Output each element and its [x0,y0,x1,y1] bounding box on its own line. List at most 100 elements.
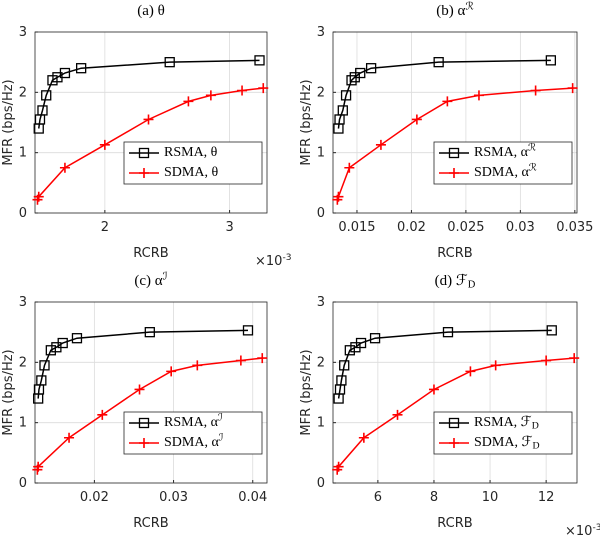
x-multiplier: ×10-3​ [255,252,292,268]
chart-title: (b) αℛ​ [436,1,474,20]
marker [541,355,552,366]
y-tick-label: 3 [317,295,325,310]
legend-label: RSMA, αℐ​ [164,413,223,430]
marker [490,360,501,371]
y-tick-label: 3 [19,25,27,40]
marker [205,90,216,101]
marker [164,57,175,68]
marker [465,366,476,377]
marker [369,333,381,344]
marker [546,325,557,336]
x-tick-label: 0.02 [80,490,109,505]
marker [530,85,541,96]
marker [433,57,444,68]
x-tick-label: 0.04 [238,490,267,505]
y-tick-label: 1 [19,145,27,160]
marker [37,105,48,116]
y-tick-label: 0 [317,476,325,491]
marker [344,345,355,356]
y-tick-label: 3 [19,295,27,310]
x-tick-label: 0.03 [159,490,188,505]
marker [365,63,377,74]
marker [41,90,52,101]
marker [473,90,484,101]
marker [569,353,580,364]
marker [64,432,75,443]
chart-title: (d) ℱD​ [435,273,476,291]
marker [411,114,422,125]
y-tick-label: 2 [317,355,325,370]
x-axis-label: RCRB [133,516,168,531]
legend-label: SDMA, αℐ​ [164,433,224,450]
x-tick-label: 8 [430,490,438,505]
x-axis-label: RCRB [437,516,472,531]
y-axis-label: MFR (bps/Hz) [1,349,16,435]
marker [333,191,344,202]
marker [71,333,83,344]
marker [340,90,352,101]
marker [183,96,194,107]
marker [76,63,87,74]
plot-area [333,32,577,213]
marker [428,384,439,395]
y-tick-label: 0 [19,476,27,491]
x-tick-label: 10 [482,490,499,505]
legend-marker [139,438,149,448]
y-tick-label: 2 [19,355,27,370]
y-axis-label: MFR (bps/Hz) [299,79,314,165]
x-tick-label: 12 [538,490,555,505]
y-axis-label: MFR (bps/Hz) [1,79,16,165]
marker [59,67,71,79]
marker [392,409,403,420]
marker [355,337,367,349]
marker [337,105,348,116]
plot-area [35,32,267,213]
marker [339,360,350,371]
x-axis-label: RCRB [133,246,168,261]
marker [567,83,578,94]
marker [59,162,70,173]
marker [336,375,347,386]
marker [242,325,254,336]
marker [258,83,269,94]
legend-label: RSMA, θ [164,145,218,160]
y-tick-label: 0 [317,206,325,221]
marker [134,384,145,395]
chart-title: (c) αℐ​ [134,271,167,290]
marker [235,355,246,366]
x-tick-label: 6 [374,490,382,505]
y-tick-label: 0 [19,206,27,221]
axes-box [332,31,578,214]
legend-label: SDMA, θ [164,165,218,180]
legend-marker [138,417,150,429]
x-tick-label: 0.015 [338,220,375,235]
x-tick-label: 3 [225,220,233,235]
marker [442,327,454,338]
legend-marker [138,147,150,159]
marker [33,191,44,202]
x-axis-label: RCRB [437,246,472,261]
y-tick-label: 2 [19,85,27,100]
y-axis-label: MFR (bps/Hz) [299,349,314,435]
y-tick-label: 1 [317,145,325,160]
marker [257,353,268,364]
y-tick-label: 3 [317,25,325,40]
marker [358,432,369,443]
plot-area [333,302,577,483]
marker [192,360,203,371]
marker [33,461,44,472]
x-multiplier: ×10-3​ [565,522,600,536]
legend-label: RSMA, ℱD​ [474,415,539,431]
marker [57,337,68,349]
plot-area [35,302,267,483]
marker [344,162,355,173]
legend-label: SDMA, ℱD​ [474,435,540,451]
x-tick-label: 0.02 [397,220,426,235]
marker [166,366,177,377]
axes-box [332,301,578,484]
legend-marker [449,438,459,448]
marker [237,85,248,96]
marker [346,75,357,86]
legend-box [123,411,263,455]
legend-marker [139,168,149,178]
